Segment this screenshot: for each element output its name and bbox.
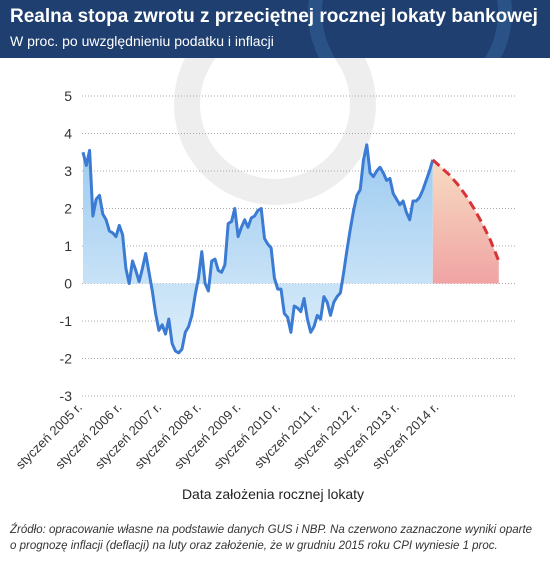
- series-line: [81, 143, 435, 355]
- x-tick-label: styczeń 2005 r.: [13, 400, 85, 472]
- header-decoration: [308, 0, 512, 58]
- x-axis-title: Data założenia rocznej lokaty: [182, 486, 364, 502]
- y-tick-label: -1: [60, 313, 73, 329]
- series-area: [83, 144, 433, 353]
- chart-title: Realna stopa zwrotu z przeciętnej roczne…: [10, 6, 538, 27]
- y-tick-label: -3: [60, 388, 73, 404]
- y-tick-label: 5: [64, 88, 72, 104]
- chart-area: -3 -2 -1 0 1 2 3 4 5 styczeń 2005 r. styczeń 2006…: [0, 3, 550, 508]
- chart-subtitle: W proc. po uwzględnieniu podatku i infla…: [10, 33, 274, 49]
- y-tick-label: 0: [64, 276, 72, 292]
- forecast-area: [432, 159, 499, 284]
- y-tick-label: -2: [60, 351, 73, 367]
- y-tick-label: 1: [64, 238, 72, 254]
- y-tick-label: 4: [64, 126, 72, 142]
- chart-header: Realna stopa zwrotu z przeciętnej roczne…: [0, 0, 550, 58]
- y-tick-label: 2: [64, 201, 72, 217]
- watermark-ring: [174, 3, 376, 205]
- y-tick-label: 3: [64, 163, 72, 179]
- source-note: Źródło: opracowanie własne na podstawie …: [10, 524, 533, 552]
- forecast-line: [431, 158, 501, 262]
